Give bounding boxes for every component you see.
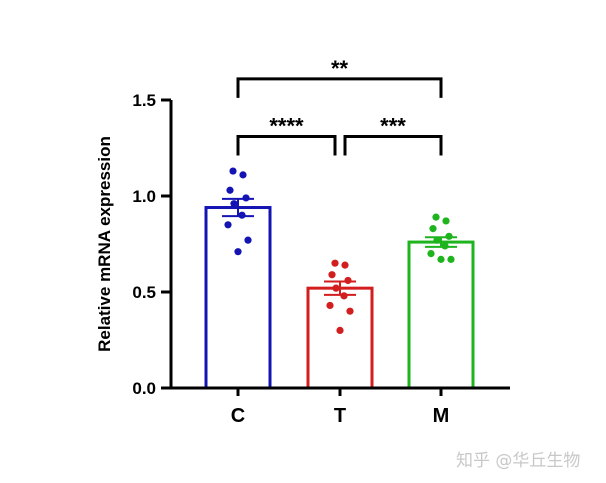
y-tick-label: 1.0 <box>132 187 156 206</box>
data-point-t <box>328 271 336 279</box>
data-point-c <box>234 248 242 256</box>
watermark: 知乎 @华丘生物 <box>456 451 581 471</box>
data-point-m <box>442 217 450 225</box>
significance-bracket <box>236 77 443 98</box>
x-tick-label-c: C <box>231 405 245 427</box>
data-point-m <box>432 213 440 221</box>
data-point-c <box>244 236 252 244</box>
data-point-c <box>226 186 234 194</box>
significance-label: ** <box>331 56 349 81</box>
significance-bracket <box>343 134 443 156</box>
data-point-m <box>441 242 449 250</box>
data-point-m <box>433 236 441 244</box>
data-point-c <box>230 200 238 208</box>
data-point-m <box>429 225 437 233</box>
data-point-m <box>447 255 455 263</box>
data-point-c <box>239 171 247 179</box>
y-tick-label: 1.5 <box>132 91 156 110</box>
data-point-c <box>242 194 250 202</box>
data-point-t <box>344 276 352 285</box>
significance-label: **** <box>269 113 304 138</box>
data-point-m <box>437 255 445 263</box>
significance-brackets: **** ***** <box>236 56 443 156</box>
data-point-t <box>340 292 348 300</box>
data-points <box>224 167 455 334</box>
data-point-t <box>331 259 339 267</box>
data-point-m <box>445 232 453 240</box>
bar-c <box>204 206 272 390</box>
data-point-c <box>238 211 246 219</box>
data-point-c <box>224 221 232 229</box>
significance-bracket <box>236 134 337 156</box>
bar-t <box>306 286 374 390</box>
significance-label: *** <box>380 113 406 138</box>
x-tick-label-m: M <box>433 405 450 427</box>
y-tick-label: 0.0 <box>132 379 156 398</box>
y-axis: 0.0 0.5 1.0 1.5 <box>132 91 173 398</box>
data-point-c <box>229 167 237 175</box>
data-point-t <box>336 326 344 334</box>
data-point-m <box>427 250 435 258</box>
data-point-t <box>346 307 354 315</box>
x-tick-label-t: T <box>334 405 346 427</box>
data-point-t <box>332 284 340 292</box>
y-axis-title: Relative mRNA expression <box>95 136 114 352</box>
data-point-t <box>326 301 334 310</box>
y-tick-label: 0.5 <box>132 283 156 302</box>
data-point-t <box>341 261 349 269</box>
bars <box>204 206 475 390</box>
error-bars <box>222 197 457 296</box>
bar-m <box>407 240 475 390</box>
